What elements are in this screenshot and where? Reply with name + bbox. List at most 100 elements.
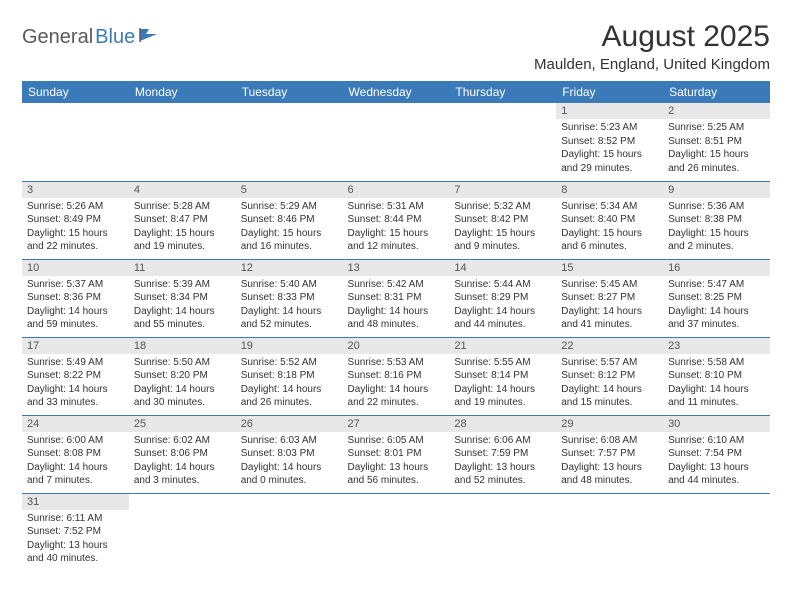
calendar-cell: 30Sunrise: 6:10 AMSunset: 7:54 PMDayligh… <box>663 415 770 493</box>
day-content: Sunrise: 5:29 AMSunset: 8:46 PMDaylight:… <box>236 198 343 258</box>
daylight-line1: Daylight: 13 hours <box>27 539 124 553</box>
day-number: 27 <box>343 416 450 432</box>
calendar-cell: 4Sunrise: 5:28 AMSunset: 8:47 PMDaylight… <box>129 181 236 259</box>
day-number: 3 <box>22 182 129 198</box>
calendar-cell <box>343 493 450 571</box>
daylight-line2: and 11 minutes. <box>668 396 765 410</box>
calendar-row: 24Sunrise: 6:00 AMSunset: 8:08 PMDayligh… <box>22 415 770 493</box>
sunrise-text: Sunrise: 5:45 AM <box>561 278 658 292</box>
daylight-line2: and 41 minutes. <box>561 318 658 332</box>
sunrise-text: Sunrise: 6:06 AM <box>454 434 551 448</box>
sunrise-text: Sunrise: 5:26 AM <box>27 200 124 214</box>
daylight-line1: Daylight: 14 hours <box>134 383 231 397</box>
day-content: Sunrise: 6:06 AMSunset: 7:59 PMDaylight:… <box>449 432 556 492</box>
calendar-cell: 2Sunrise: 5:25 AMSunset: 8:51 PMDaylight… <box>663 103 770 181</box>
sunset-text: Sunset: 8:42 PM <box>454 213 551 227</box>
day-number: 11 <box>129 260 236 276</box>
daylight-line2: and 40 minutes. <box>27 552 124 566</box>
day-number: 1 <box>556 103 663 119</box>
calendar-cell <box>129 103 236 181</box>
sunrise-text: Sunrise: 5:25 AM <box>668 121 765 135</box>
daylight-line2: and 48 minutes. <box>348 318 445 332</box>
calendar-cell: 21Sunrise: 5:55 AMSunset: 8:14 PMDayligh… <box>449 337 556 415</box>
sunset-text: Sunset: 8:44 PM <box>348 213 445 227</box>
sunset-text: Sunset: 8:16 PM <box>348 369 445 383</box>
calendar-cell: 25Sunrise: 6:02 AMSunset: 8:06 PMDayligh… <box>129 415 236 493</box>
day-content: Sunrise: 5:34 AMSunset: 8:40 PMDaylight:… <box>556 198 663 258</box>
day-number: 25 <box>129 416 236 432</box>
daylight-line1: Daylight: 14 hours <box>454 305 551 319</box>
daylight-line1: Daylight: 14 hours <box>348 383 445 397</box>
sunrise-text: Sunrise: 5:57 AM <box>561 356 658 370</box>
day-number: 5 <box>236 182 343 198</box>
weekday-header: Friday <box>556 81 663 103</box>
sunrise-text: Sunrise: 5:39 AM <box>134 278 231 292</box>
daylight-line2: and 26 minutes. <box>668 162 765 176</box>
day-content: Sunrise: 5:45 AMSunset: 8:27 PMDaylight:… <box>556 276 663 336</box>
daylight-line1: Daylight: 15 hours <box>241 227 338 241</box>
sunrise-text: Sunrise: 5:37 AM <box>27 278 124 292</box>
calendar-row: 1Sunrise: 5:23 AMSunset: 8:52 PMDaylight… <box>22 103 770 181</box>
sunrise-text: Sunrise: 5:29 AM <box>241 200 338 214</box>
sunset-text: Sunset: 7:54 PM <box>668 447 765 461</box>
calendar-cell: 1Sunrise: 5:23 AMSunset: 8:52 PMDaylight… <box>556 103 663 181</box>
daylight-line2: and 26 minutes. <box>241 396 338 410</box>
sunset-text: Sunset: 8:33 PM <box>241 291 338 305</box>
day-number: 17 <box>22 338 129 354</box>
daylight-line2: and 3 minutes. <box>134 474 231 488</box>
sunset-text: Sunset: 8:34 PM <box>134 291 231 305</box>
calendar-cell: 26Sunrise: 6:03 AMSunset: 8:03 PMDayligh… <box>236 415 343 493</box>
calendar-cell: 18Sunrise: 5:50 AMSunset: 8:20 PMDayligh… <box>129 337 236 415</box>
daylight-line1: Daylight: 14 hours <box>668 305 765 319</box>
daylight-line2: and 33 minutes. <box>27 396 124 410</box>
sunrise-text: Sunrise: 5:42 AM <box>348 278 445 292</box>
daylight-line2: and 44 minutes. <box>454 318 551 332</box>
sunset-text: Sunset: 8:14 PM <box>454 369 551 383</box>
sunset-text: Sunset: 8:27 PM <box>561 291 658 305</box>
weekday-header: Wednesday <box>343 81 450 103</box>
day-content: Sunrise: 5:53 AMSunset: 8:16 PMDaylight:… <box>343 354 450 414</box>
sunrise-text: Sunrise: 5:49 AM <box>27 356 124 370</box>
day-number: 4 <box>129 182 236 198</box>
day-number: 24 <box>22 416 129 432</box>
calendar-cell: 7Sunrise: 5:32 AMSunset: 8:42 PMDaylight… <box>449 181 556 259</box>
sunrise-text: Sunrise: 5:31 AM <box>348 200 445 214</box>
calendar-page: GeneralBlue August 2025 Maulden, England… <box>0 0 792 591</box>
weekday-header: Sunday <box>22 81 129 103</box>
calendar-cell <box>236 103 343 181</box>
daylight-line1: Daylight: 15 hours <box>454 227 551 241</box>
sunrise-text: Sunrise: 5:52 AM <box>241 356 338 370</box>
calendar-cell: 17Sunrise: 5:49 AMSunset: 8:22 PMDayligh… <box>22 337 129 415</box>
day-content: Sunrise: 5:55 AMSunset: 8:14 PMDaylight:… <box>449 354 556 414</box>
daylight-line1: Daylight: 14 hours <box>134 461 231 475</box>
daylight-line1: Daylight: 14 hours <box>454 383 551 397</box>
calendar-cell: 29Sunrise: 6:08 AMSunset: 7:57 PMDayligh… <box>556 415 663 493</box>
daylight-line1: Daylight: 14 hours <box>27 383 124 397</box>
day-number: 20 <box>343 338 450 354</box>
calendar-cell: 16Sunrise: 5:47 AMSunset: 8:25 PMDayligh… <box>663 259 770 337</box>
calendar-table: Sunday Monday Tuesday Wednesday Thursday… <box>22 81 770 571</box>
calendar-cell: 19Sunrise: 5:52 AMSunset: 8:18 PMDayligh… <box>236 337 343 415</box>
sunset-text: Sunset: 8:46 PM <box>241 213 338 227</box>
daylight-line2: and 19 minutes. <box>134 240 231 254</box>
day-number: 13 <box>343 260 450 276</box>
day-content: Sunrise: 6:08 AMSunset: 7:57 PMDaylight:… <box>556 432 663 492</box>
sunset-text: Sunset: 8:52 PM <box>561 135 658 149</box>
daylight-line2: and 55 minutes. <box>134 318 231 332</box>
sunrise-text: Sunrise: 6:08 AM <box>561 434 658 448</box>
calendar-cell: 31Sunrise: 6:11 AMSunset: 7:52 PMDayligh… <box>22 493 129 571</box>
sunrise-text: Sunrise: 5:55 AM <box>454 356 551 370</box>
day-number: 15 <box>556 260 663 276</box>
daylight-line2: and 16 minutes. <box>241 240 338 254</box>
sunset-text: Sunset: 8:12 PM <box>561 369 658 383</box>
calendar-row: 31Sunrise: 6:11 AMSunset: 7:52 PMDayligh… <box>22 493 770 571</box>
weekday-header: Saturday <box>663 81 770 103</box>
sunrise-text: Sunrise: 5:23 AM <box>561 121 658 135</box>
day-number: 19 <box>236 338 343 354</box>
sunrise-text: Sunrise: 5:47 AM <box>668 278 765 292</box>
calendar-cell: 5Sunrise: 5:29 AMSunset: 8:46 PMDaylight… <box>236 181 343 259</box>
day-number: 30 <box>663 416 770 432</box>
daylight-line1: Daylight: 13 hours <box>454 461 551 475</box>
daylight-line2: and 15 minutes. <box>561 396 658 410</box>
day-number: 28 <box>449 416 556 432</box>
